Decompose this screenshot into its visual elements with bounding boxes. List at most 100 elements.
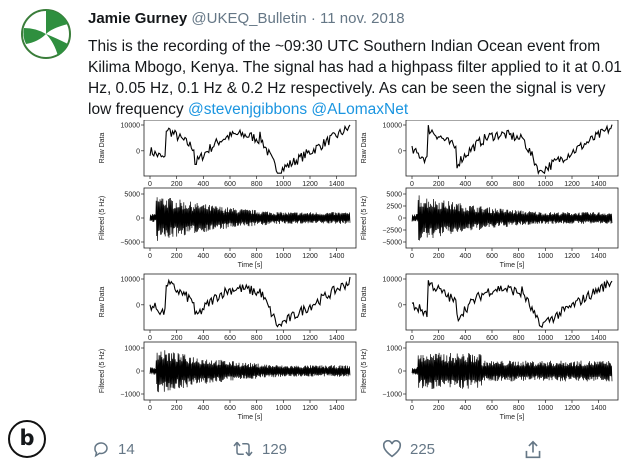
y-tick-label: 10000	[383, 277, 403, 284]
reply-icon	[94, 442, 108, 458]
seismogram-panel: Raw Data 10000 0 0 200 400 600 800 1000 1200 1400	[99, 273, 357, 342]
x-tick-label: 600	[224, 253, 236, 260]
x-tick-label: 1200	[302, 335, 318, 342]
x-tick-label: 800	[513, 405, 525, 412]
x-tick-label: 600	[224, 181, 236, 188]
x-tick-label: 0	[148, 405, 152, 412]
x-tick-label: 600	[486, 405, 498, 412]
raw-trace	[411, 279, 613, 329]
x-tick-label: 400	[459, 181, 471, 188]
x-tick-label: 200	[171, 405, 183, 412]
plot-frame	[405, 120, 619, 177]
x-tick-label: 1000	[276, 335, 292, 342]
y-axis-label: Filtered (5 Hz)	[99, 196, 106, 240]
author-handle[interactable]: @UKEQ_Bulletin	[191, 10, 307, 27]
author-avatar[interactable]	[20, 8, 72, 60]
x-tick-label: 0	[148, 335, 152, 342]
y-tick-label: 2500	[386, 204, 402, 211]
x-tick-label: 600	[224, 335, 236, 342]
x-tick-label: 800	[251, 181, 263, 188]
x-tick-label: 1000	[276, 181, 292, 188]
raw-trace	[149, 276, 351, 328]
y-axis-label: Raw Data	[99, 133, 106, 164]
mention-link[interactable]: @ALomaxNet	[311, 101, 409, 118]
x-tick-label: 1200	[564, 405, 580, 412]
author-name[interactable]: Jamie Gurney	[88, 10, 188, 27]
x-tick-label: 400	[459, 405, 471, 412]
x-tick-label: 600	[486, 335, 498, 342]
seismogram-panel: Filtered (5 Hz) 1000 0 −1000 0 200 400 600 800 10…	[99, 341, 357, 421]
x-tick-label: 1000	[538, 335, 554, 342]
tweet-date[interactable]: 11 nov. 2018	[320, 10, 405, 27]
x-tick-label: 1200	[302, 253, 318, 260]
y-tick-label: 10000	[383, 123, 403, 130]
y-tick-label: −1000	[382, 392, 402, 399]
y-tick-label: 0	[398, 369, 402, 376]
x-tick-label: 200	[171, 181, 183, 188]
y-axis-label: Filtered (5 Hz)	[99, 349, 106, 393]
x-tick-label: 1200	[564, 335, 580, 342]
filtered-trace	[149, 197, 351, 241]
x-axis-label: Time [s]	[238, 414, 263, 421]
x-axis-label: Time [s]	[500, 414, 525, 421]
y-tick-label: 0	[136, 216, 140, 223]
y-tick-label: 0	[136, 302, 140, 309]
seismogram-panel: Filtered (5 Hz) 5000 2500 0 −2500 −5000 0 200 40…	[361, 187, 619, 269]
x-tick-label: 1400	[329, 181, 345, 188]
x-tick-label: 1400	[329, 253, 345, 260]
reply-count: 14	[118, 440, 135, 458]
share-icon	[525, 440, 541, 459]
x-tick-label: 0	[148, 253, 152, 260]
filtered-trace	[149, 350, 351, 393]
x-tick-label: 1400	[591, 335, 607, 342]
like-button[interactable]: 225	[382, 440, 435, 458]
seismogram-panel: Raw Data 10000 0 0 200 400 600 800 1000 1200 1400	[361, 120, 619, 188]
y-axis-label: Raw Data	[361, 133, 368, 164]
tweet-text: This is the recording of the ~09:30 UTC …	[88, 36, 628, 120]
x-tick-label: 0	[410, 335, 414, 342]
x-tick-label: 0	[410, 181, 414, 188]
y-axis-label: Raw Data	[361, 287, 368, 318]
y-tick-label: −5000	[382, 240, 402, 247]
y-tick-label: 1000	[124, 346, 140, 353]
y-tick-label: 10000	[121, 277, 141, 284]
x-tick-label: 1200	[302, 181, 318, 188]
x-tick-label: 800	[513, 253, 525, 260]
mention-link[interactable]: @stevenjgibbons	[187, 101, 308, 118]
y-tick-label: 0	[136, 369, 140, 376]
separator-dot: ·	[310, 10, 316, 27]
y-tick-label: 10000	[121, 123, 141, 130]
y-axis-label: Filtered (5 Hz)	[361, 196, 368, 240]
reply-button[interactable]: 14	[92, 440, 135, 458]
y-axis-label: Filtered (5 Hz)	[361, 349, 368, 393]
y-tick-label: 0	[398, 148, 402, 155]
x-tick-label: 400	[197, 335, 209, 342]
plot-frame	[143, 273, 357, 331]
y-tick-label: 0	[398, 302, 402, 309]
y-axis-label: Raw Data	[99, 287, 106, 318]
x-tick-label: 200	[433, 405, 445, 412]
x-tick-label: 1200	[564, 253, 580, 260]
filtered-trace	[411, 195, 613, 241]
x-tick-label: 400	[197, 253, 209, 260]
x-tick-label: 0	[148, 181, 152, 188]
x-tick-label: 1200	[302, 405, 318, 412]
y-tick-label: 0	[136, 148, 140, 155]
y-tick-label: −5000	[120, 240, 140, 247]
x-tick-label: 800	[251, 253, 263, 260]
heart-icon	[382, 440, 402, 458]
raw-trace	[411, 124, 613, 175]
plot-frame	[405, 273, 619, 331]
x-tick-label: 0	[410, 405, 414, 412]
tweet-body: This is the recording of the ~09:30 UTC …	[88, 38, 622, 118]
x-tick-label: 400	[197, 181, 209, 188]
share-button[interactable]	[524, 440, 542, 460]
x-tick-label: 800	[251, 335, 263, 342]
x-axis-label: Time [s]	[500, 262, 525, 269]
like-count: 225	[410, 440, 436, 458]
x-tick-label: 800	[251, 405, 263, 412]
y-tick-label: −1000	[120, 392, 140, 399]
x-tick-label: 1000	[538, 405, 554, 412]
retweet-button[interactable]: 129	[232, 440, 287, 458]
